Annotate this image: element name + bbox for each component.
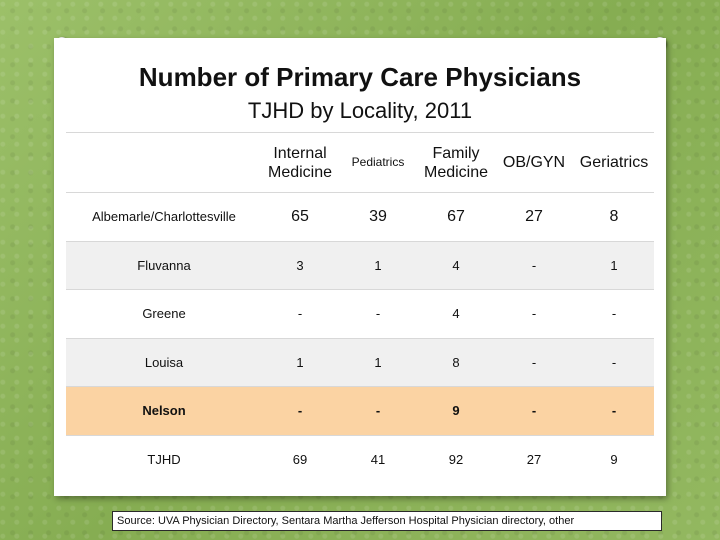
table-row-total: TJHD 69 41 92 27 9 bbox=[66, 434, 654, 484]
value-cell: 1 bbox=[338, 240, 418, 290]
locality-cell: Louisa bbox=[66, 337, 262, 387]
value-cell: - bbox=[574, 289, 654, 338]
value-cell: 27 bbox=[494, 434, 574, 484]
slide-title: Number of Primary Care Physicians bbox=[138, 62, 582, 92]
locality-cell: Fluvanna bbox=[66, 240, 262, 290]
table-row: Albemarle/Charlottesville 65 39 67 27 8 bbox=[66, 192, 654, 241]
source-note: Source: UVA Physician Directory, Sentara… bbox=[112, 511, 662, 531]
value-cell: - bbox=[494, 289, 574, 338]
value-cell: - bbox=[338, 289, 418, 338]
value-cell: 65 bbox=[262, 192, 338, 241]
locality-cell: Greene bbox=[66, 289, 262, 338]
value-cell: 39 bbox=[338, 192, 418, 241]
physician-table: Internal Medicine Pediatrics Family Medi… bbox=[66, 132, 654, 484]
value-cell: 1 bbox=[262, 337, 338, 387]
value-cell: 67 bbox=[418, 192, 494, 241]
value-cell: - bbox=[262, 289, 338, 338]
value-cell: 8 bbox=[574, 192, 654, 241]
header-internal-medicine: Internal Medicine bbox=[262, 132, 338, 193]
value-cell: 8 bbox=[418, 337, 494, 387]
header-pediatrics: Pediatrics bbox=[338, 132, 418, 193]
header-geriatrics: Geriatrics bbox=[574, 132, 654, 193]
value-cell: - bbox=[494, 240, 574, 290]
header-locality bbox=[66, 132, 262, 193]
table-row: Fluvanna 3 1 4 - 1 bbox=[66, 240, 654, 290]
value-cell: 3 bbox=[262, 240, 338, 290]
value-cell: 4 bbox=[418, 240, 494, 290]
value-cell: - bbox=[574, 337, 654, 387]
locality-cell: TJHD bbox=[66, 434, 262, 484]
value-cell: 9 bbox=[418, 386, 494, 435]
header-family-medicine: Family Medicine bbox=[418, 132, 494, 193]
table-row: Greene - - 4 - - bbox=[66, 289, 654, 338]
table-row: Louisa 1 1 8 - - bbox=[66, 337, 654, 387]
value-cell: 41 bbox=[338, 434, 418, 484]
value-cell: 69 bbox=[262, 434, 338, 484]
value-cell: - bbox=[574, 386, 654, 435]
value-cell: 1 bbox=[338, 337, 418, 387]
value-cell: 9 bbox=[574, 434, 654, 484]
table-row-highlighted: Nelson - - 9 - - bbox=[66, 386, 654, 435]
value-cell: - bbox=[262, 386, 338, 435]
header-row: Internal Medicine Pediatrics Family Medi… bbox=[66, 132, 654, 193]
value-cell: - bbox=[338, 386, 418, 435]
header-obgyn: OB/GYN bbox=[494, 132, 574, 193]
locality-cell: Nelson bbox=[66, 386, 262, 435]
value-cell: 92 bbox=[418, 434, 494, 484]
value-cell: - bbox=[494, 337, 574, 387]
slide-subtitle: TJHD by Locality, 2011 bbox=[247, 98, 473, 123]
value-cell: - bbox=[494, 386, 574, 435]
value-cell: 27 bbox=[494, 192, 574, 241]
locality-cell: Albemarle/Charlottesville bbox=[66, 192, 262, 241]
value-cell: 4 bbox=[418, 289, 494, 338]
value-cell: 1 bbox=[574, 240, 654, 290]
